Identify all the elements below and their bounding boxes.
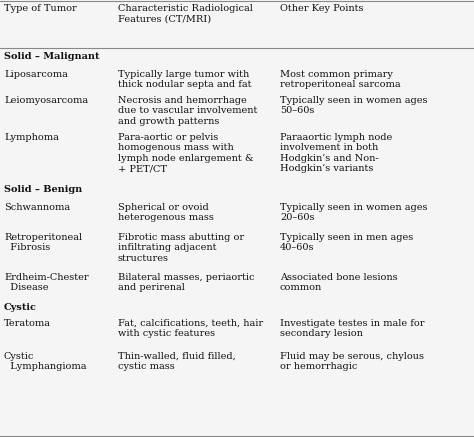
Text: Characteristic Radiological
Features (CT/MRI): Characteristic Radiological Features (CT… xyxy=(118,4,253,24)
Text: Schwannoma: Schwannoma xyxy=(4,203,70,212)
Text: Lymphoma: Lymphoma xyxy=(4,133,59,142)
Text: Most common primary
retroperitoneal sarcoma: Most common primary retroperitoneal sarc… xyxy=(280,70,401,90)
Text: Typically large tumor with
thick nodular septa and fat: Typically large tumor with thick nodular… xyxy=(118,70,252,90)
Text: Typically seen in women ages
20–60s: Typically seen in women ages 20–60s xyxy=(280,203,428,222)
Text: Paraaortic lymph node
involvement in both
Hodgkin’s and Non-
Hodgkin’s variants: Paraaortic lymph node involvement in bot… xyxy=(280,133,392,173)
Text: Fluid may be serous, chylous
or hemorrhagic: Fluid may be serous, chylous or hemorrha… xyxy=(280,352,424,371)
Text: Teratoma: Teratoma xyxy=(4,319,51,328)
Text: Typically seen in women ages
50–60s: Typically seen in women ages 50–60s xyxy=(280,96,428,115)
Text: Fat, calcifications, teeth, hair
with cystic features: Fat, calcifications, teeth, hair with cy… xyxy=(118,319,263,338)
Text: Para-aortic or pelvis
homogenous mass with
lymph node enlargement &
+ PET/CT: Para-aortic or pelvis homogenous mass wi… xyxy=(118,133,254,173)
Text: Associated bone lesions
common: Associated bone lesions common xyxy=(280,273,398,292)
Text: Necrosis and hemorrhage
due to vascular involvement
and growth patterns: Necrosis and hemorrhage due to vascular … xyxy=(118,96,257,126)
Text: Investigate testes in male for
secondary lesion: Investigate testes in male for secondary… xyxy=(280,319,425,338)
Text: Solid – Benign: Solid – Benign xyxy=(4,185,82,194)
Text: Bilateral masses, periaortic
and perirenal: Bilateral masses, periaortic and periren… xyxy=(118,273,255,292)
Text: Other Key Points: Other Key Points xyxy=(280,4,364,13)
Text: Erdheim-Chester
  Disease: Erdheim-Chester Disease xyxy=(4,273,89,292)
Text: Type of Tumor: Type of Tumor xyxy=(4,4,77,13)
Text: Cystic: Cystic xyxy=(4,303,37,312)
Text: Spherical or ovoid
heterogenous mass: Spherical or ovoid heterogenous mass xyxy=(118,203,214,222)
Text: Solid – Malignant: Solid – Malignant xyxy=(4,52,100,61)
Text: Liposarcoma: Liposarcoma xyxy=(4,70,68,79)
Text: Cystic
  Lymphangioma: Cystic Lymphangioma xyxy=(4,352,86,371)
Text: Fibrotic mass abutting or
infiltrating adjacent
structures: Fibrotic mass abutting or infiltrating a… xyxy=(118,233,244,263)
Text: Retroperitoneal
  Fibrosis: Retroperitoneal Fibrosis xyxy=(4,233,82,253)
Text: Typically seen in men ages
40–60s: Typically seen in men ages 40–60s xyxy=(280,233,413,253)
Text: Thin-walled, fluid filled,
cystic mass: Thin-walled, fluid filled, cystic mass xyxy=(118,352,236,371)
Text: Leiomyosarcoma: Leiomyosarcoma xyxy=(4,96,88,105)
